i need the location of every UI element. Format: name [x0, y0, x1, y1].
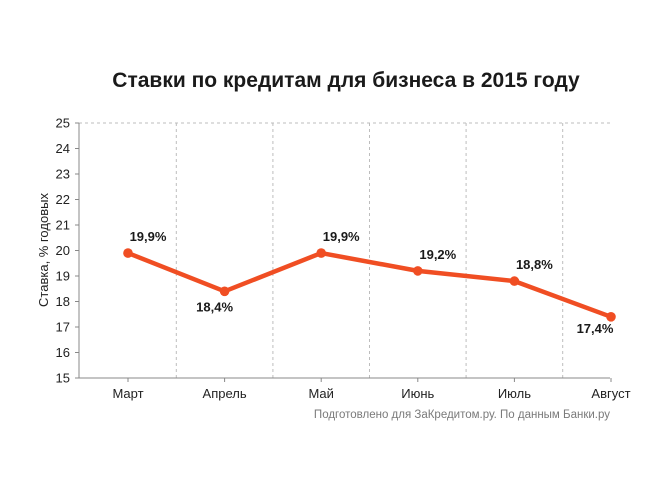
y-tick-label-25: 25: [56, 116, 70, 131]
y-tick-label-20: 20: [56, 243, 70, 258]
data-label-4: 18,8%: [516, 257, 553, 272]
plot-area: 15 16 17 18 19 20 21 22 23 24 25 Март Апрель Май Июнь И…: [56, 116, 631, 402]
data-label-2: 19,9%: [323, 229, 360, 244]
y-tick-label-17: 17: [56, 320, 70, 335]
y-tick-label-23: 23: [56, 167, 70, 182]
data-point-2: [316, 248, 327, 258]
data-point-0: [123, 248, 133, 258]
x-tick-label-1: Апрель: [203, 386, 247, 401]
x-tick-label-2: Май: [308, 386, 333, 401]
data-label-1: 18,4%: [196, 299, 233, 314]
x-tick-label-5: Август: [591, 386, 630, 401]
x-tick-label-4: Июль: [498, 386, 531, 401]
y-tick-label-15: 15: [56, 371, 70, 386]
data-point-5: [606, 312, 616, 322]
y-tick-label-16: 16: [56, 345, 70, 360]
x-tick-label-3: Июнь: [401, 386, 434, 401]
data-point-1: [219, 286, 230, 297]
y-axis-label: Ставка, % годовых: [36, 193, 51, 307]
chart-title: Ставки по кредитам для бизнеса в 2015 го…: [112, 69, 580, 92]
y-tick-label-24: 24: [56, 141, 70, 156]
data-point-3: [413, 266, 423, 276]
y-tick-label-18: 18: [56, 294, 70, 309]
data-point-4: [509, 276, 520, 286]
y-tick-label-21: 21: [56, 218, 70, 233]
data-label-3: 19,2%: [419, 247, 456, 262]
y-tick-label-22: 22: [56, 192, 70, 207]
x-tick-label-0: Март: [112, 386, 143, 401]
data-label-0: 19,9%: [130, 229, 167, 244]
source-note: Подготовлено для ЗаКредитом.ру. По данны…: [314, 409, 610, 421]
y-tick-label-19: 19: [56, 269, 70, 284]
data-label-5: 17,4%: [577, 321, 614, 336]
series-line: [125, 250, 614, 320]
